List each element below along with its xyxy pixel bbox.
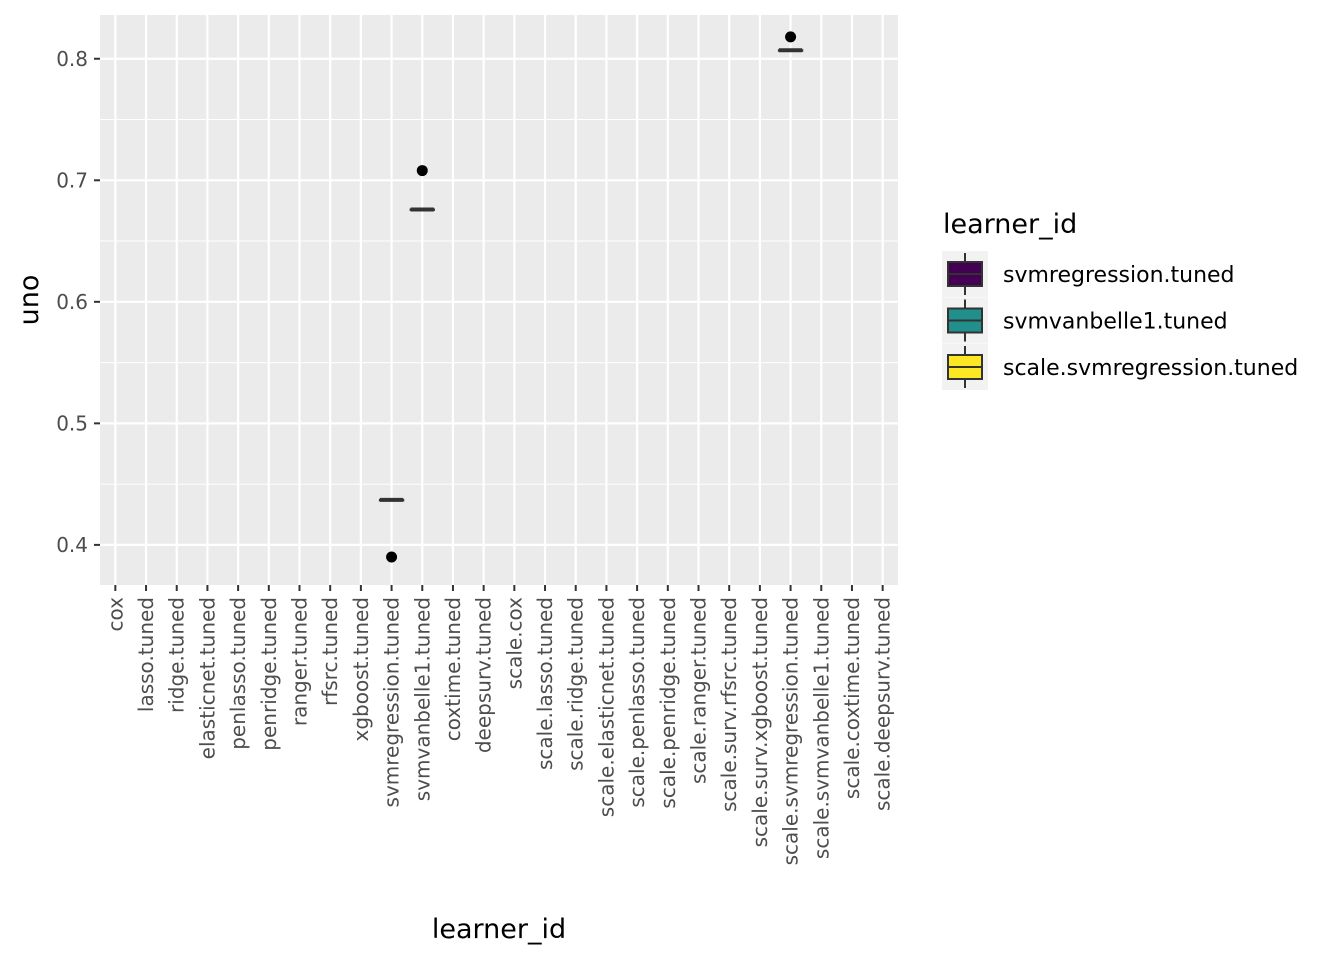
outlier-point bbox=[386, 551, 398, 563]
x-tick-label: svmregression.tuned bbox=[380, 597, 404, 807]
grid-major bbox=[100, 15, 898, 585]
x-tick-label: rfsrc.tuned bbox=[318, 597, 342, 706]
legend-label: svmregression.tuned bbox=[1003, 263, 1235, 288]
y-tick-label: 0.5 bbox=[56, 411, 88, 435]
x-tick-label: scale.cox bbox=[502, 597, 526, 690]
x-tick-label: cox bbox=[103, 597, 127, 632]
x-tick-label: scale.deepsurv.tuned bbox=[871, 597, 895, 811]
grid-minor bbox=[100, 119, 898, 485]
x-tick-label: xgboost.tuned bbox=[349, 597, 373, 742]
x-tick-label: scale.surv.xgboost.tuned bbox=[748, 597, 772, 847]
legend-label: svmvanbelle1.tuned bbox=[1003, 310, 1228, 335]
outliers bbox=[386, 31, 797, 563]
x-tick-label: scale.svmregression.tuned bbox=[779, 597, 803, 865]
y-axis-title: uno bbox=[14, 275, 45, 326]
y-tick-label: 0.8 bbox=[56, 47, 88, 71]
y-axis: 0.4 0.5 0.6 0.7 0.8 bbox=[56, 47, 100, 557]
x-tick-label: scale.svmvanbelle1.tuned bbox=[809, 597, 833, 859]
legend-label: scale.svmregression.tuned bbox=[1003, 356, 1298, 381]
x-axis: cox lasso.tuned ridge.tuned elasticnet.tune… bbox=[103, 585, 895, 865]
x-tick-label: scale.ranger.tuned bbox=[687, 597, 711, 784]
y-tick-label: 0.6 bbox=[56, 290, 88, 314]
x-tick-label: coxtime.tuned bbox=[441, 597, 465, 741]
x-tick-label: elasticnet.tuned bbox=[195, 597, 219, 759]
x-tick-label: scale.coxtime.tuned bbox=[840, 597, 864, 799]
x-tick-label: penlasso.tuned bbox=[226, 597, 250, 750]
x-tick-label: ridge.tuned bbox=[165, 597, 189, 713]
legend: learner_id svmregression.tuned svmvanbell… bbox=[942, 209, 1298, 390]
x-tick-label: svmvanbelle1.tuned bbox=[410, 597, 434, 801]
x-tick-label: lasso.tuned bbox=[134, 597, 158, 712]
x-tick-label: scale.penridge.tuned bbox=[656, 597, 680, 809]
x-tick-label: scale.lasso.tuned bbox=[533, 597, 557, 770]
y-tick-label: 0.4 bbox=[56, 533, 88, 557]
plot-panel bbox=[100, 15, 898, 585]
x-tick-label: scale.penlasso.tuned bbox=[625, 597, 649, 808]
x-tick-label: scale.ridge.tuned bbox=[564, 597, 588, 771]
x-tick-label: ranger.tuned bbox=[288, 597, 312, 726]
legend-title: learner_id bbox=[943, 209, 1077, 240]
x-tick-label: deepsurv.tuned bbox=[472, 597, 496, 753]
outlier-point bbox=[416, 165, 428, 177]
boxes bbox=[378, 48, 804, 502]
x-tick-label: scale.elasticnet.tuned bbox=[594, 597, 618, 817]
y-tick-label: 0.7 bbox=[56, 168, 88, 192]
x-axis-title: learner_id bbox=[432, 914, 566, 945]
x-tick-label: penridge.tuned bbox=[257, 597, 281, 751]
outlier-point bbox=[785, 31, 797, 43]
x-tick-label: scale.surv.rfsrc.tuned bbox=[717, 597, 741, 812]
